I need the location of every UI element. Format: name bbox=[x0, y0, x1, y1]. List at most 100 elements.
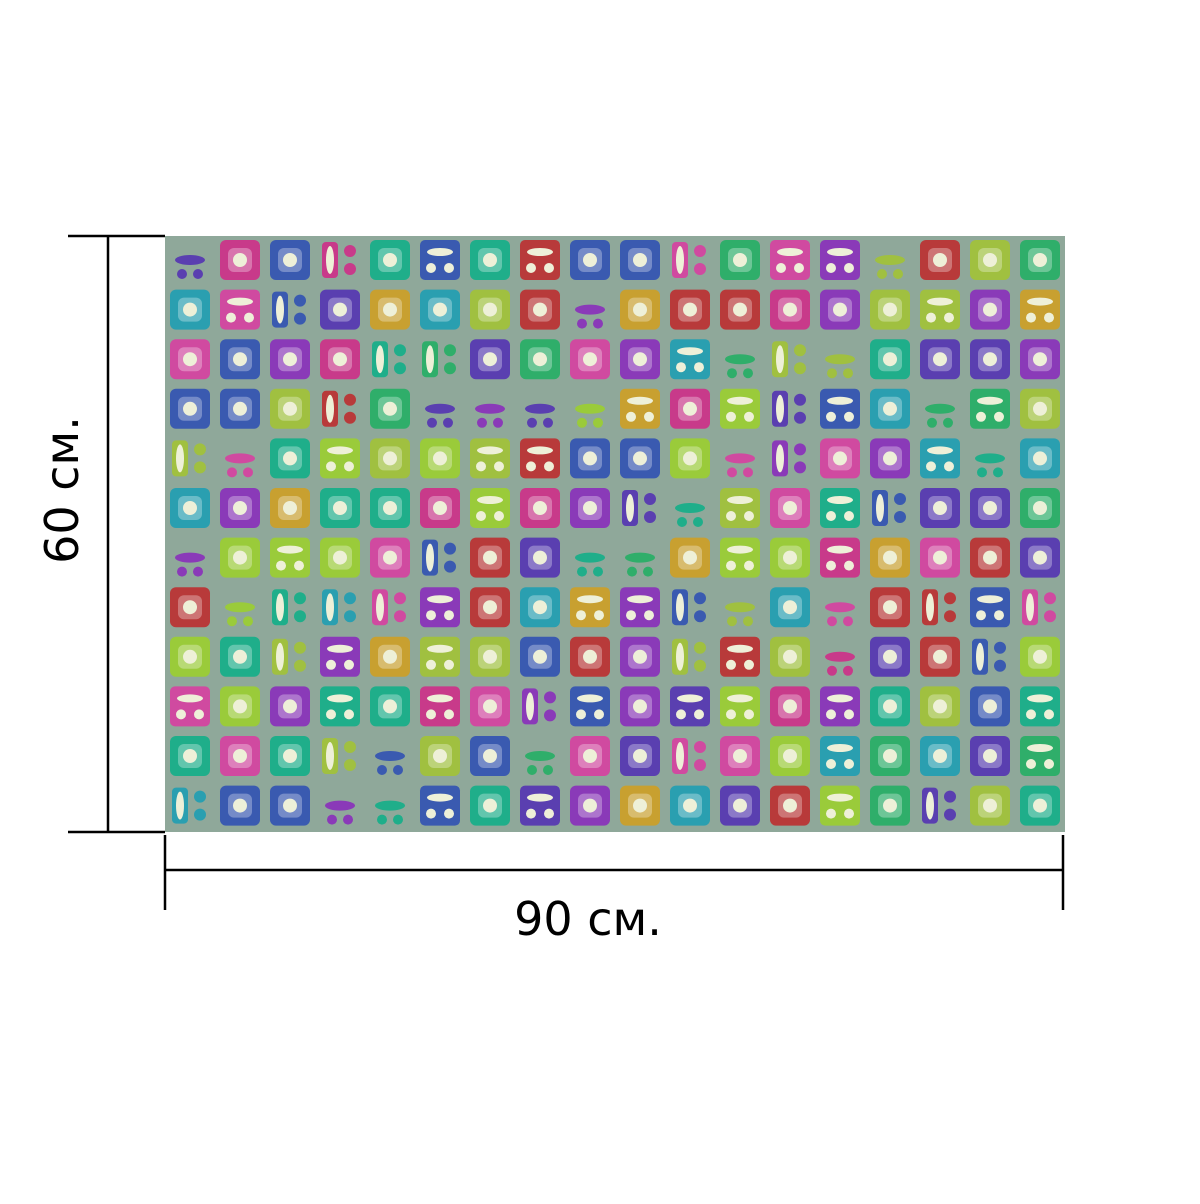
tile-dot bbox=[483, 798, 497, 813]
tile-dot bbox=[733, 302, 747, 317]
tile-dot bbox=[1033, 253, 1047, 267]
tile-dot bbox=[676, 709, 686, 720]
tile-dot bbox=[426, 610, 436, 621]
tile-dot bbox=[794, 461, 806, 474]
tile bbox=[670, 339, 710, 380]
tile-dot bbox=[883, 600, 897, 615]
tile-dot bbox=[826, 759, 836, 769]
tile bbox=[420, 686, 460, 727]
tile-dot bbox=[833, 302, 847, 317]
tile-oval bbox=[176, 791, 184, 820]
tile-dot bbox=[194, 443, 206, 456]
tile-dot bbox=[333, 352, 347, 367]
tile-dot bbox=[944, 592, 956, 605]
tile-oval bbox=[575, 403, 605, 414]
tile-dot bbox=[944, 312, 954, 323]
tile-dot bbox=[743, 467, 753, 478]
tile-dot bbox=[483, 550, 497, 565]
tile-dot bbox=[644, 610, 654, 621]
tile-dot bbox=[533, 501, 547, 515]
tile-dot bbox=[794, 393, 806, 406]
tile-oval bbox=[376, 593, 384, 622]
tile-dot bbox=[294, 312, 306, 325]
tile-oval bbox=[727, 545, 753, 554]
tile-dot bbox=[483, 302, 497, 317]
height-label: 60 см. bbox=[35, 416, 89, 564]
tile-dot bbox=[633, 253, 647, 267]
tile-dot bbox=[233, 699, 247, 714]
tile bbox=[420, 636, 460, 677]
tile-dot bbox=[544, 461, 554, 472]
tile-dot bbox=[526, 808, 536, 819]
tile-dot bbox=[726, 511, 736, 521]
tile bbox=[720, 537, 760, 578]
tile-dot bbox=[883, 302, 897, 317]
tile-dot bbox=[477, 417, 487, 428]
tile-dot bbox=[294, 294, 306, 307]
tile-oval bbox=[977, 595, 1003, 604]
tile-dot bbox=[394, 362, 406, 375]
tile-oval bbox=[326, 593, 334, 622]
tile-oval bbox=[727, 644, 753, 653]
tile-oval bbox=[225, 453, 255, 464]
tile-dot bbox=[783, 501, 797, 515]
tile bbox=[720, 636, 760, 677]
tile-dot bbox=[344, 709, 354, 720]
tile bbox=[970, 587, 1010, 628]
tile-dot bbox=[526, 263, 536, 273]
tile-dot bbox=[593, 318, 603, 329]
tile-dot bbox=[177, 566, 187, 577]
tile-dot bbox=[944, 461, 954, 472]
tile-dot bbox=[283, 451, 297, 466]
tile-dot bbox=[633, 352, 647, 367]
tile-dot bbox=[533, 550, 547, 565]
tile-dot bbox=[333, 501, 347, 515]
tile bbox=[770, 240, 810, 280]
tile-oval bbox=[527, 446, 553, 455]
tile-dot bbox=[744, 659, 754, 670]
tile-dot bbox=[633, 451, 647, 466]
tile bbox=[470, 488, 510, 528]
tile-dot bbox=[744, 411, 754, 422]
tile-dot bbox=[183, 649, 197, 664]
tile-dot bbox=[694, 709, 704, 720]
tile-oval bbox=[177, 694, 203, 703]
tile-dot bbox=[283, 699, 297, 714]
tile-dot bbox=[433, 451, 447, 466]
tile-oval bbox=[727, 396, 753, 405]
tile-oval bbox=[1027, 744, 1053, 752]
tile-dot bbox=[483, 600, 497, 615]
tile-oval bbox=[827, 248, 853, 256]
tile-oval bbox=[676, 642, 684, 671]
tile bbox=[920, 289, 960, 330]
tile bbox=[1020, 736, 1060, 776]
tile-dot bbox=[344, 411, 356, 424]
tile-dot bbox=[583, 649, 597, 664]
tile-dot bbox=[744, 560, 754, 571]
tile-dot bbox=[894, 493, 906, 505]
tile-dot bbox=[883, 401, 897, 416]
tile-dot bbox=[593, 417, 603, 428]
tile-dot bbox=[694, 641, 706, 654]
tile-dot bbox=[883, 550, 897, 565]
tile-dot bbox=[844, 263, 854, 273]
tile-oval bbox=[825, 602, 855, 613]
tile-dot bbox=[726, 560, 736, 571]
tile-dot bbox=[1026, 312, 1036, 323]
tile bbox=[1020, 289, 1060, 330]
tile bbox=[570, 686, 610, 727]
tile-oval bbox=[776, 444, 784, 473]
tile-dot bbox=[394, 344, 406, 357]
tile-dot bbox=[977, 467, 987, 478]
tile-oval bbox=[727, 496, 753, 504]
tile bbox=[520, 240, 560, 280]
tile-dot bbox=[694, 263, 706, 275]
tile-dot bbox=[594, 610, 604, 621]
tile-dot bbox=[344, 741, 356, 753]
tile-oval bbox=[327, 694, 353, 703]
tile-dot bbox=[944, 610, 956, 623]
tile-oval bbox=[327, 446, 353, 455]
tile-oval bbox=[327, 644, 353, 653]
tile-dot bbox=[926, 312, 936, 323]
tile-dot bbox=[444, 610, 454, 621]
